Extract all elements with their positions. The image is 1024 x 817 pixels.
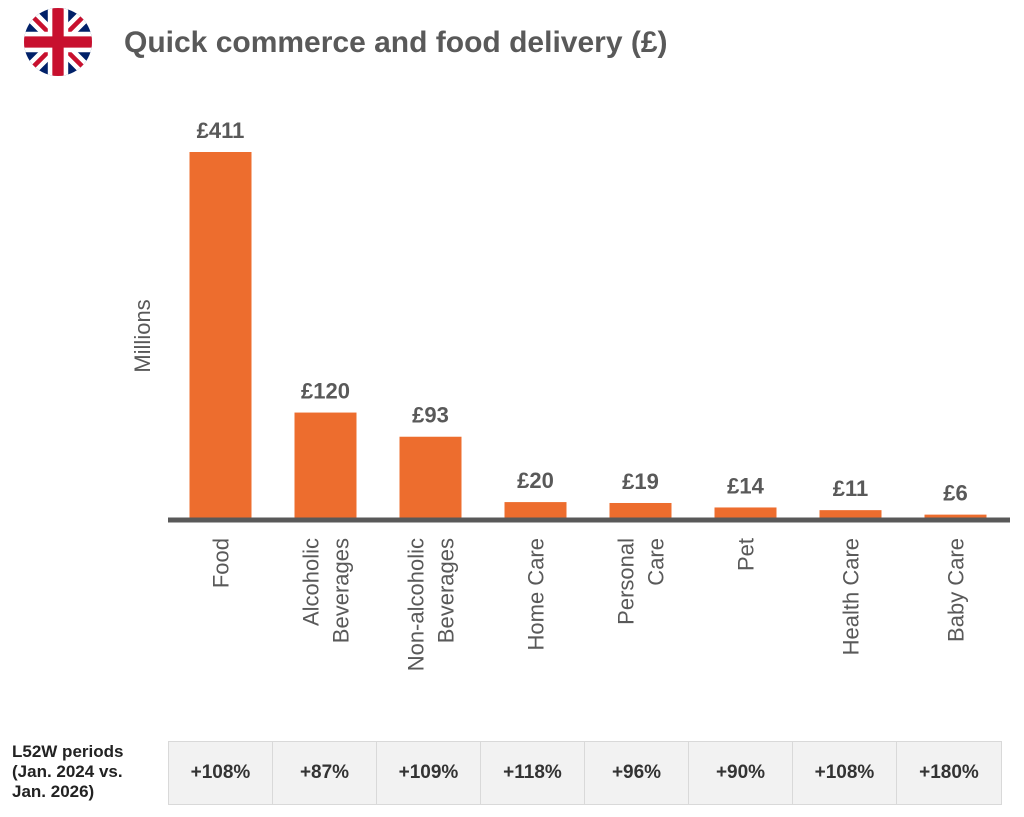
growth-cell: +87% [273, 742, 377, 804]
data-label: £20 [517, 468, 554, 493]
bar [294, 412, 357, 520]
category-label-line: Care [644, 538, 669, 586]
category-label: Health Care [839, 538, 864, 655]
category-label: Home Care [524, 538, 549, 650]
growth-cell: +180% [897, 742, 1001, 804]
growth-table: +108% +87% +109% +118% +96% +90% +108% +… [168, 741, 1002, 805]
bar [714, 507, 777, 520]
bar [189, 152, 252, 520]
category-label: Baby Care [944, 538, 969, 642]
category-label: Pet [734, 538, 759, 571]
category-label: Alcoholic Beverages [299, 538, 354, 643]
category-label-line: Baby Care [944, 538, 969, 642]
period-label-line: (Jan. 2024 vs. [12, 762, 123, 781]
bar [504, 502, 567, 520]
category-label-line: Personal [614, 538, 639, 625]
growth-cell: +96% [585, 742, 689, 804]
category-label-line: Home Care [524, 538, 549, 650]
category-label: Non-alcoholic Beverages [404, 538, 459, 671]
category-label-line: Pet [734, 538, 759, 571]
bar [399, 436, 462, 520]
uk-flag-icon [24, 8, 92, 76]
y-axis-label: Millions [130, 299, 155, 372]
data-label: £6 [943, 481, 967, 506]
category-label-line: Beverages [434, 538, 459, 643]
data-label: £14 [727, 473, 764, 498]
growth-cell: +108% [169, 742, 273, 804]
bar [609, 502, 672, 520]
category-label-line: Non-alcoholic [404, 538, 429, 671]
category-label-line: Beverages [329, 538, 354, 643]
data-label: £93 [412, 403, 449, 428]
growth-cell: +90% [689, 742, 793, 804]
period-label: L52W periods (Jan. 2024 vs. Jan. 2026) [12, 742, 162, 802]
data-label: £11 [833, 476, 869, 501]
growth-cell: +118% [481, 742, 585, 804]
period-label-line: Jan. 2026) [12, 782, 95, 801]
growth-cell: +108% [793, 742, 897, 804]
bar [924, 514, 987, 520]
bar [819, 510, 882, 520]
data-label: £120 [301, 379, 350, 404]
category-label: Personal Care [614, 538, 669, 625]
growth-cell: +109% [377, 742, 481, 804]
category-label-line: Health Care [839, 538, 864, 655]
data-label: £411 [197, 118, 245, 143]
data-label: £19 [622, 469, 659, 494]
chart-title: Quick commerce and food delivery (£) [124, 26, 668, 59]
category-label-line: Alcoholic [299, 538, 324, 626]
category-label: Food [209, 538, 234, 588]
category-label-line: Food [209, 538, 234, 588]
period-label-line: L52W periods [12, 742, 124, 761]
